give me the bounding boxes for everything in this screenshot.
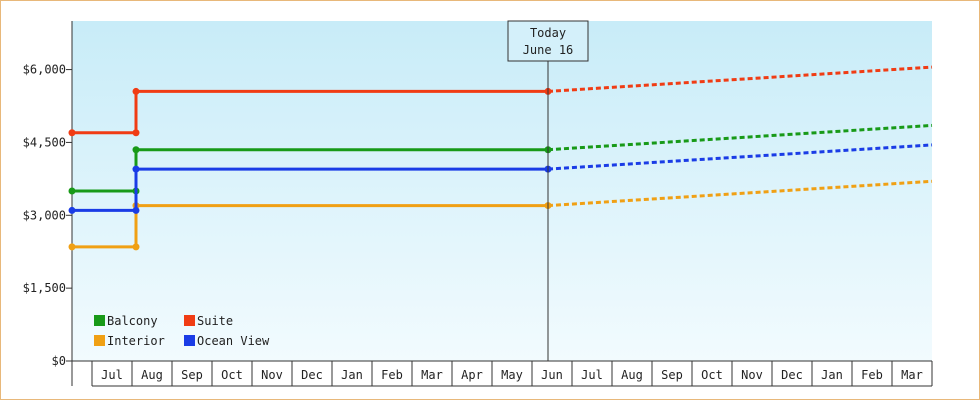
series-point xyxy=(132,243,140,251)
x-tick-label: May xyxy=(501,368,523,382)
legend-label: Balcony xyxy=(107,314,158,328)
series-forecast-suite xyxy=(547,65,933,93)
series-forecast-interior xyxy=(547,179,933,208)
series-point xyxy=(68,243,76,251)
x-tick-label: Nov xyxy=(261,368,283,382)
x-tick-label: Dec xyxy=(301,368,323,382)
series-point xyxy=(132,129,140,137)
legend-label: Interior xyxy=(107,334,165,348)
legend-swatch xyxy=(184,335,195,346)
x-tick-label: Sep xyxy=(661,368,683,382)
x-tick-label: Jun xyxy=(541,368,563,382)
y-tick-label: $4,500 xyxy=(23,135,66,149)
x-tick-label: Oct xyxy=(221,368,243,382)
series-point xyxy=(132,87,140,95)
legend-swatch xyxy=(94,335,105,346)
x-tick-label: Jan xyxy=(341,368,363,382)
y-tick-label: $6,000 xyxy=(23,63,66,77)
series-point xyxy=(68,206,76,214)
y-tick-label: $0 xyxy=(52,354,66,368)
x-tick-label: Feb xyxy=(381,368,403,382)
series-point xyxy=(68,129,76,137)
legend-swatch xyxy=(94,315,105,326)
legend-label: Suite xyxy=(197,314,233,328)
series-point xyxy=(132,146,140,154)
today-box xyxy=(507,20,589,62)
legend-label: Ocean View xyxy=(197,334,270,348)
x-tick-label: Nov xyxy=(741,368,763,382)
series-line-interior xyxy=(72,204,548,249)
legend-swatch xyxy=(184,315,195,326)
x-tick-label: Oct xyxy=(701,368,723,382)
today-date: June 16 xyxy=(523,43,574,57)
series-line-suite xyxy=(72,89,548,135)
series-forecast-balcony xyxy=(547,123,933,152)
x-tick-label: Jul xyxy=(101,368,123,382)
today-label: Today xyxy=(530,26,566,40)
x-tick-label: Sep xyxy=(181,368,203,382)
x-tick-label: Apr xyxy=(461,368,483,382)
x-tick-label: Aug xyxy=(141,368,163,382)
y-tick-label: $3,000 xyxy=(23,208,66,222)
series-point xyxy=(68,187,76,195)
plot-area xyxy=(72,21,932,361)
x-tick-label: Aug xyxy=(621,368,643,382)
x-tick-label: Mar xyxy=(901,368,923,382)
series-forecast-ocean-view xyxy=(547,143,933,171)
x-tick-label: Jan xyxy=(821,368,843,382)
x-tick-label: Dec xyxy=(781,368,803,382)
x-tick-label: Mar xyxy=(421,368,443,382)
series-line-ocean-view xyxy=(72,167,548,212)
series-point xyxy=(132,206,140,214)
x-tick-label: Feb xyxy=(861,368,883,382)
series-point xyxy=(132,165,140,173)
x-tick-label: Jul xyxy=(581,368,603,382)
y-tick-label: $1,500 xyxy=(23,281,66,295)
